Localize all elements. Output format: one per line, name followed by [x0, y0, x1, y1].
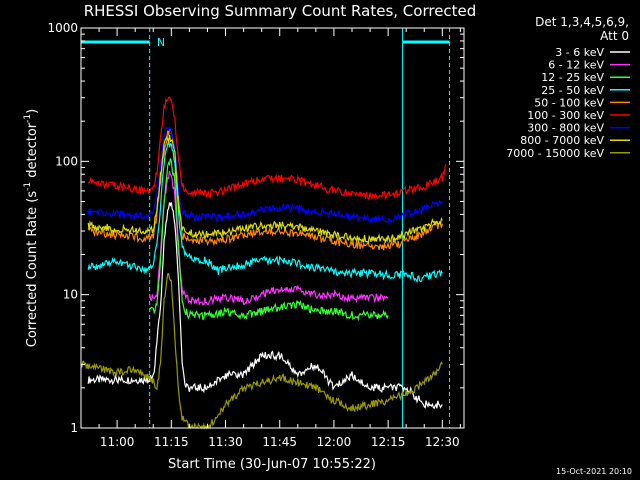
x-tick-label: 12:30: [425, 435, 460, 449]
series-group: [80, 96, 447, 430]
series-line: [87, 140, 443, 284]
series-line: [87, 134, 443, 245]
y-axis-label-sup2: -1: [23, 114, 33, 123]
legend-label: 7000 - 15000 keV: [506, 147, 604, 160]
legend-label: 3 - 6 keV: [555, 46, 604, 59]
timestamp: 15-Oct-2021 20:10: [556, 467, 632, 476]
marker-label: N: [157, 36, 165, 49]
chart-title: RHESSI Observing Summary Count Rates, Co…: [84, 2, 477, 20]
x-tick-label: 11:45: [262, 435, 297, 449]
series-line: [87, 127, 443, 251]
y-tick-label: 100: [55, 154, 78, 168]
series-line: [149, 158, 389, 322]
x-axis-label: Start Time (30-Jun-07 10:55:22): [168, 457, 376, 472]
plot-frame: [80, 27, 465, 429]
series-line: [149, 170, 389, 307]
legend-label: 800 - 7000 keV: [520, 134, 604, 147]
x-tick-label: 12:00: [317, 435, 352, 449]
y-axis-label-sup1: -1: [23, 182, 33, 191]
y-tick-label: 1000: [47, 21, 78, 35]
axes: 1 10 100 1000 11:00 11:15 11:30 11:45 12:00 12:15…: [47, 21, 464, 449]
x-tick-label: 11:00: [100, 435, 135, 449]
legend-header: Det 1,3,4,5,6,9, Att 0: [535, 15, 629, 43]
legend-label: 100 - 300 keV: [527, 109, 604, 122]
y-axis-label-mid: detector: [25, 122, 40, 182]
series-line: [87, 96, 447, 201]
x-tick-label: 12:15: [371, 435, 406, 449]
series-line: [87, 126, 443, 224]
x-tick-label: 11:15: [154, 435, 189, 449]
y-axis-label-main: Corrected Count Rate (s: [25, 191, 40, 348]
saa-lines: [149, 28, 451, 428]
legend-label: 12 - 25 keV: [541, 71, 604, 84]
y-axis-label-end: ): [25, 109, 40, 114]
legend-label: 25 - 50 keV: [541, 84, 604, 97]
legend-label: 6 - 12 keV: [548, 59, 604, 72]
y-axis-label: Corrected Count Rate (s-1 detector-1): [23, 109, 40, 347]
y-tick-label: 1: [70, 421, 78, 435]
series-line: [80, 272, 443, 430]
legend-header-detectors: Det 1,3,4,5,6,9,: [535, 15, 629, 29]
legend-header-attenuator: Att 0: [600, 29, 629, 43]
x-tick-label: 11:30: [208, 435, 243, 449]
y-tick-label: 10: [63, 288, 78, 302]
legend-label: 300 - 800 keV: [527, 122, 604, 135]
legend-label: 50 - 100 keV: [534, 96, 604, 109]
